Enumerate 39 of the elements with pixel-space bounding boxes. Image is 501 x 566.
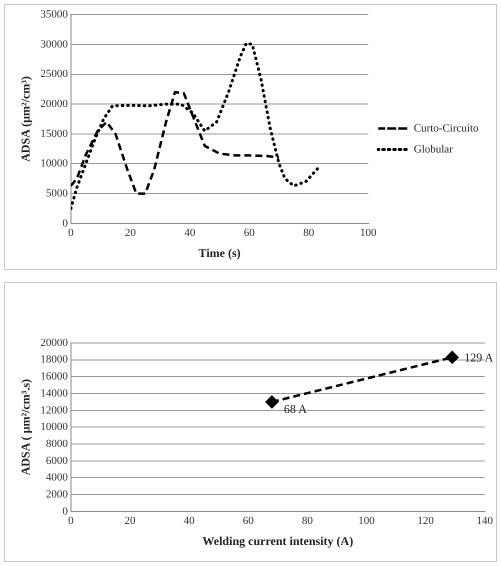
x-tick-label: 60 xyxy=(244,226,256,239)
x-tick-label: 100 xyxy=(360,226,377,239)
y-tick-label: 10000 xyxy=(40,158,68,170)
x-tick-label: 40 xyxy=(184,226,196,239)
annotation: 129 A xyxy=(464,350,494,364)
y-tick-label: 2000 xyxy=(46,488,68,500)
x-tick-label: 140 xyxy=(476,514,494,527)
x-tick-label: 120 xyxy=(417,514,434,527)
y-tick-label: 16000 xyxy=(40,370,68,383)
y-tick-label: 30000 xyxy=(40,38,68,50)
legend-label: Globular xyxy=(414,143,454,156)
x-tick-label: 80 xyxy=(302,514,314,527)
y-tick-label: 18000 xyxy=(40,354,68,366)
y-tick-label: 20000 xyxy=(40,336,68,349)
x-tick-label: 20 xyxy=(124,226,136,239)
y-axis-title: ADSA (µm²/cm³) xyxy=(18,76,32,162)
annotation: 68 A xyxy=(284,402,308,416)
y-tick-label: 4000 xyxy=(46,472,68,484)
y-tick-label: 6000 xyxy=(46,454,68,467)
x-axis-title: Time (s) xyxy=(198,246,241,260)
legend-label: Curto-Circuito xyxy=(414,122,480,134)
y-tick-label: 8000 xyxy=(46,438,68,450)
y-tick-label: 5000 xyxy=(46,187,68,200)
x-tick-label: 20 xyxy=(124,514,136,527)
x-tick-label: 80 xyxy=(303,226,315,239)
y-tick-label: 35000 xyxy=(40,8,68,20)
y-tick-label: 15000 xyxy=(40,128,68,140)
y-tick-label: 25000 xyxy=(40,68,68,80)
x-axis-title: Welding current intensity (A) xyxy=(202,534,354,548)
y-axis-title: ADSA ( µm²/cm³.s) xyxy=(18,378,32,476)
x-tick-label: 60 xyxy=(242,514,254,527)
y-tick-label: 20000 xyxy=(40,98,68,110)
y-tick-label: 12000 xyxy=(40,404,68,416)
y-tick-label: 10000 xyxy=(40,421,68,434)
y-tick-label: 14000 xyxy=(40,387,68,400)
y-tick-label: 0 xyxy=(62,217,68,230)
x-tick-label: 40 xyxy=(184,514,196,527)
y-tick-label: 0 xyxy=(62,505,68,518)
x-tick-label: 100 xyxy=(358,514,376,527)
